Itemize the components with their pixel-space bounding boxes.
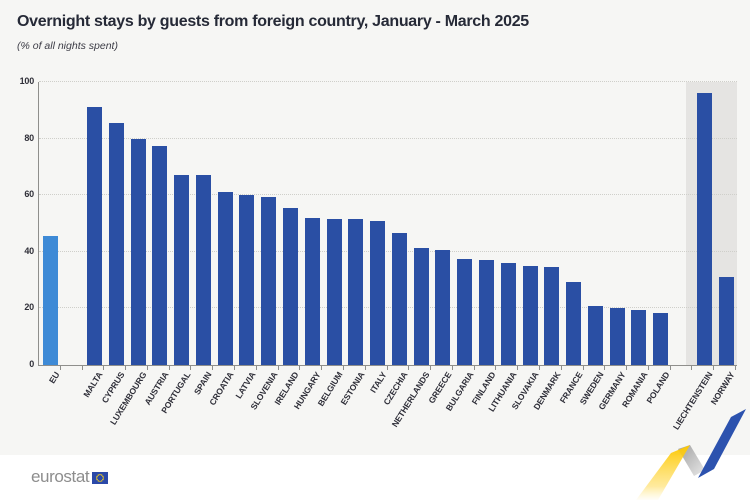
x-tick — [473, 366, 475, 370]
x-tick — [430, 366, 432, 370]
x-tick — [451, 366, 453, 370]
bar-portugal — [174, 175, 190, 365]
x-tick — [234, 366, 236, 370]
x-tick — [495, 366, 497, 370]
bar-estonia — [348, 219, 364, 365]
bar-belgium — [326, 219, 342, 365]
bar-slovakia — [522, 265, 538, 365]
bar-netherlands — [413, 247, 429, 365]
x-tick — [212, 366, 214, 370]
bar-denmark — [544, 267, 560, 365]
bar-czechia — [391, 233, 407, 365]
bar-lithuania — [500, 263, 516, 365]
bar-austria — [152, 145, 168, 365]
y-tick-label-100: 100 — [19, 76, 35, 86]
x-tick — [713, 366, 715, 370]
x-tick — [342, 366, 344, 370]
y-axis — [38, 82, 39, 365]
x-tick — [604, 366, 606, 370]
y-tick-label-80: 80 — [24, 132, 34, 143]
eurostat-logo: eurostat — [31, 467, 109, 487]
x-tick — [190, 366, 192, 370]
bar-germany — [609, 308, 625, 365]
x-tick — [125, 366, 127, 370]
bar-malta — [86, 107, 102, 365]
x-tick — [321, 366, 323, 370]
footer-bar: eurostat — [0, 455, 750, 500]
bar-hungary — [304, 217, 320, 365]
bar-sweden — [587, 305, 603, 365]
x-tick — [81, 366, 83, 370]
x-tick — [277, 366, 279, 370]
x-tick — [103, 366, 105, 370]
gridline-20 — [39, 307, 737, 309]
chart-subtitle: (% of all nights spent) — [17, 40, 118, 52]
y-tick-label-60: 60 — [24, 189, 34, 200]
bar-poland — [653, 312, 669, 365]
bar-finland — [479, 260, 495, 365]
y-tick-label-40: 40 — [24, 245, 34, 256]
gridline-60 — [39, 194, 737, 196]
plot-area: 0 20 40 60 80 100 EU MALTA CYPRUS LUXEMBOURG AUSTR… — [19, 76, 737, 431]
eu-flag-icon — [92, 472, 109, 484]
gridline-100 — [39, 81, 737, 82]
x-tick — [364, 366, 366, 370]
bar-eu — [43, 236, 59, 365]
x-tick — [626, 366, 628, 370]
gridline-80 — [39, 137, 737, 139]
x-label-italy: ITALY — [367, 370, 389, 395]
y-tick-label-20: 20 — [24, 302, 34, 313]
bar-liechtenstein — [696, 93, 712, 365]
bar-ireland — [282, 207, 298, 365]
bar-bulgaria — [457, 258, 473, 365]
x-axis — [38, 365, 737, 366]
chart-title: Overnight stays by guests from foreign c… — [17, 13, 529, 30]
x-tick — [255, 366, 257, 370]
x-tick — [59, 366, 61, 370]
x-tick — [538, 366, 540, 370]
bar-france — [566, 281, 582, 365]
x-tick — [735, 366, 736, 370]
x-tick — [408, 366, 410, 370]
bar-norway — [718, 277, 734, 365]
eu-flag-stars — [96, 473, 105, 483]
bar-slovenia — [261, 196, 277, 365]
x-tick — [517, 366, 519, 370]
bar-croatia — [217, 192, 233, 365]
bar-luxembourg — [130, 138, 146, 365]
gridline-40 — [39, 250, 737, 252]
x-label-eu: EU — [46, 370, 62, 386]
x-tick — [386, 366, 388, 370]
x-tick — [168, 366, 170, 370]
x-tick — [691, 366, 693, 370]
eurostat-wordmark: eurostat — [31, 467, 90, 486]
bar-latvia — [239, 195, 255, 365]
x-tick — [582, 366, 584, 370]
x-tick — [669, 366, 671, 370]
x-tick — [647, 366, 649, 370]
bar-romania — [631, 309, 647, 365]
bar-greece — [435, 250, 451, 365]
x-label-spain: SPAIN — [192, 370, 214, 397]
bar-cyprus — [108, 123, 124, 365]
bar-italy — [370, 220, 386, 365]
x-tick — [146, 366, 148, 370]
x-tick — [560, 366, 562, 370]
bar-spain — [195, 175, 211, 365]
y-tick-label-0: 0 — [29, 359, 34, 369]
x-tick — [299, 366, 301, 370]
